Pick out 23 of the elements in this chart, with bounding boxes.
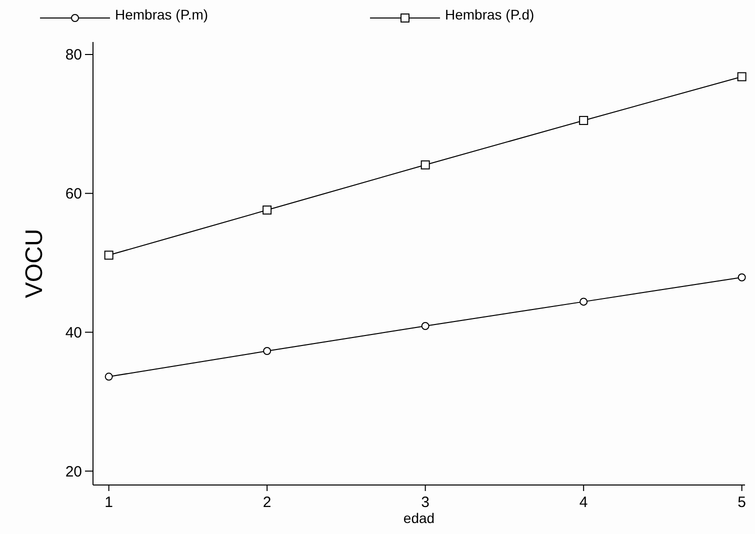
y-axis-title: VOCU — [21, 228, 48, 298]
point — [738, 273, 746, 282]
legend-label: Hembras (P.m) — [115, 6, 208, 22]
legend-label: Hembras (P.d) — [445, 6, 534, 22]
point — [420, 160, 430, 170]
point — [263, 346, 272, 355]
y-tick-label: 20 — [65, 463, 82, 480]
x-tick-label: 5 — [738, 494, 746, 511]
x-tick-label: 2 — [262, 494, 272, 511]
point — [262, 206, 272, 215]
point — [104, 250, 114, 260]
x-axis-title: edad — [403, 510, 435, 526]
point — [580, 298, 588, 306]
y-tick-label: 40 — [65, 324, 82, 342]
y-tick-label: 80 — [65, 46, 82, 64]
y-tick-label: 60 — [65, 186, 82, 203]
point — [737, 72, 746, 82]
point — [579, 116, 588, 125]
point — [421, 322, 430, 330]
x-tick-label: 1 — [104, 494, 113, 511]
point — [104, 372, 113, 381]
x-tick-label: 4 — [579, 494, 588, 511]
x-tick-label: 3 — [421, 494, 430, 511]
